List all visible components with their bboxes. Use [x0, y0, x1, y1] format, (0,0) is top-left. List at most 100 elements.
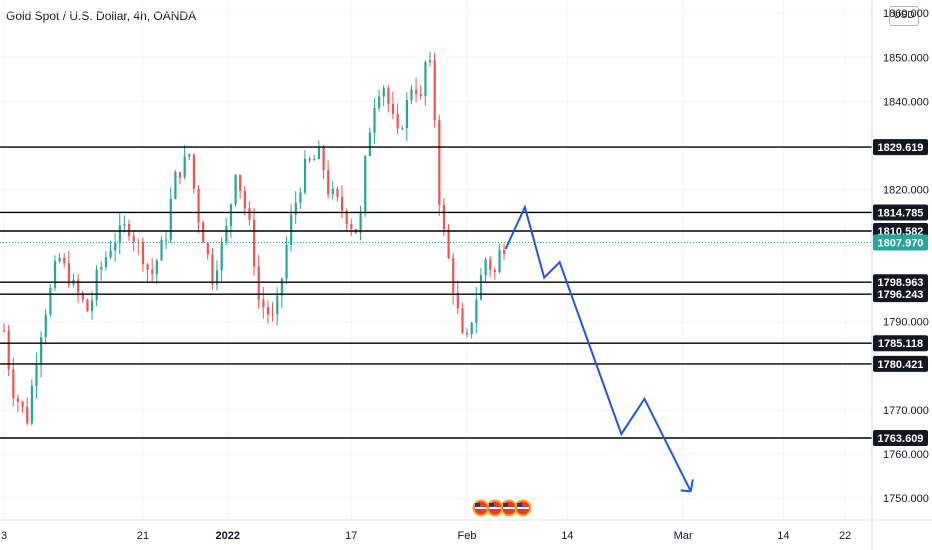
candle-body [266, 307, 270, 315]
candle-body [345, 210, 348, 225]
time-axis: 3 21 2022 17 Feb 14 Mar 14 22 [1, 530, 851, 542]
candle-body [364, 155, 367, 212]
candle-body [382, 88, 385, 97]
forecast-polyline [504, 204, 692, 492]
candle-body [146, 264, 149, 270]
price-tick-label: 1770.000 [883, 405, 929, 417]
candle-body [220, 241, 223, 271]
candle-body [419, 94, 422, 97]
candle-body [479, 275, 483, 300]
candle-body [322, 147, 325, 171]
time-tick-label: 3 [1, 530, 7, 542]
price-tick-label: 1860.000 [883, 8, 929, 20]
level-label: 1829.619 [878, 142, 924, 154]
level-label: 1780.421 [878, 359, 924, 371]
support-resistance-levels: 1829.6191814.7851810.5821798.9631796.243… [0, 139, 928, 446]
candle-body [114, 242, 117, 251]
level-label-bg [873, 139, 928, 156]
candle-body [299, 192, 302, 203]
candle-body [234, 174, 237, 205]
price-tick-label: 1760.000 [883, 449, 929, 461]
us-flag-icon [472, 499, 490, 517]
level-label-bg [873, 429, 928, 446]
candle-body [86, 299, 89, 312]
level-label-bg [873, 355, 928, 372]
candle-body [192, 154, 196, 189]
candle-body [151, 269, 154, 274]
candle-body [350, 224, 353, 230]
candle-body [438, 120, 441, 205]
candle-body [308, 158, 311, 161]
candle-body [155, 260, 158, 274]
current-price-label: 1807.970 [878, 238, 924, 250]
candle-body [128, 223, 131, 237]
candle-body [405, 100, 409, 129]
candle-body [442, 204, 446, 230]
candle-body [359, 211, 362, 234]
candle-body [410, 89, 413, 101]
candle-body [174, 172, 177, 200]
price-tick-label: 1820.000 [883, 184, 929, 196]
candle-body [21, 401, 24, 407]
candle-body [331, 188, 334, 195]
candle-body [123, 223, 126, 226]
candle-body [503, 250, 506, 254]
candle-body [7, 330, 10, 370]
time-tick-label: Feb [458, 530, 477, 542]
candle-body [188, 154, 191, 157]
level-label: 1814.785 [878, 207, 924, 219]
us-flag-icon [486, 499, 504, 517]
candle-body [118, 225, 121, 243]
candle-body [63, 257, 66, 264]
candle-body [336, 188, 339, 197]
price-tick-label: 1840.000 [883, 96, 929, 108]
candle-body [160, 239, 163, 261]
candle-body [26, 406, 29, 424]
candle-body [470, 322, 473, 335]
candle-body [433, 60, 436, 121]
candle-body [387, 88, 390, 105]
candle-body [104, 257, 108, 268]
candle-body [493, 269, 496, 272]
currency-button[interactable]: USD [889, 6, 919, 26]
candle-body [313, 159, 316, 161]
candle-body [285, 244, 288, 279]
candle-body [211, 254, 214, 285]
candle-body [257, 266, 260, 300]
candle-body [225, 226, 228, 242]
candle-body [132, 236, 135, 243]
candle-body [475, 299, 478, 323]
candle-body [81, 292, 84, 300]
candle-body [276, 295, 279, 315]
candle-body [178, 172, 182, 178]
candle-body [294, 202, 297, 215]
candle-body [340, 196, 344, 211]
candle-body [90, 300, 94, 312]
candle-body [239, 174, 242, 191]
candle-body [141, 242, 145, 265]
candle-body [373, 107, 376, 133]
candle-body [290, 214, 293, 245]
price-tick-label: 1790.000 [883, 317, 929, 329]
candle-body [484, 259, 487, 276]
candle-body [35, 364, 38, 386]
candle-body [498, 250, 501, 272]
candle-body [253, 219, 256, 267]
candle-body [100, 267, 103, 270]
price-axis: 1860.000 1850.000 1840.000 1820.000 1790.000… [883, 8, 929, 505]
candle-body [447, 229, 450, 259]
candle-body [215, 270, 219, 285]
level-label-bg [873, 204, 928, 221]
economic-events [472, 499, 532, 517]
time-tick-label: 21 [137, 530, 149, 542]
candle-body [461, 308, 464, 333]
candle-body [3, 330, 6, 332]
candle-body [30, 385, 33, 424]
candle-body [378, 96, 381, 108]
candle-body [16, 398, 20, 402]
time-tick-label: 14 [777, 530, 789, 542]
current-price-line: 1807.970 [0, 234, 928, 251]
chart-title: Gold Spot / U.S. Dollar, 4h, OANDA [6, 9, 197, 23]
candle-body [183, 156, 186, 178]
